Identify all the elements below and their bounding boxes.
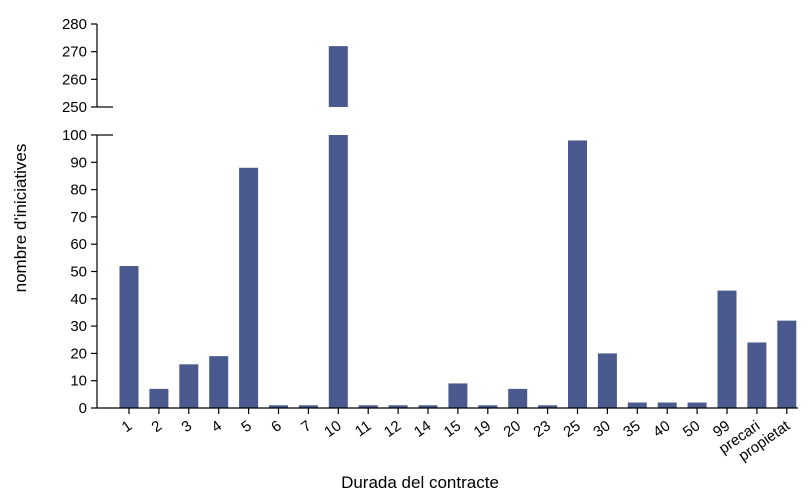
y-tick-labels: 0 10 20 30 40 50 60 70 80 90 100 250 260 270 280 xyxy=(62,16,87,417)
bar-10-upper xyxy=(328,46,348,107)
x-tick-label: 12 xyxy=(381,417,404,440)
x-tick-label: 2 xyxy=(149,417,166,436)
y-tick-label: 100 xyxy=(62,127,87,144)
bar-14 xyxy=(418,405,438,408)
x-tick-labels: 1 2 3 4 5 6 7 10 11 12 14 15 19 20 23 25 30 35 40 50 99preca… xyxy=(119,417,794,465)
x-tick-label: 20 xyxy=(501,417,524,440)
y-tick-label: 270 xyxy=(62,44,87,61)
bar-30 xyxy=(597,353,617,408)
y-tick-label: 40 xyxy=(70,291,87,308)
x-tick-label: 11 xyxy=(352,417,375,440)
y-tick-label: 30 xyxy=(70,318,87,335)
x-tick-label: 15 xyxy=(441,417,464,440)
bar-propietat xyxy=(777,320,797,408)
bar-15 xyxy=(448,383,468,408)
bar-50 xyxy=(687,402,707,408)
x-tick-label: 99 xyxy=(710,417,733,440)
x-tick-label: 6 xyxy=(268,417,285,436)
bar-3 xyxy=(179,364,199,408)
y-tick-label: 0 xyxy=(79,400,87,417)
x-tick-label: 5 xyxy=(238,417,255,436)
y-tick-label: 250 xyxy=(62,99,87,116)
y-tick-label: 280 xyxy=(62,16,87,33)
y-tick-label: 70 xyxy=(70,209,87,226)
y-tick-label: 90 xyxy=(70,154,87,171)
x-tick-label: 4 xyxy=(208,417,225,436)
bar-5 xyxy=(239,167,259,408)
x-tick-label: 3 xyxy=(179,417,196,436)
x-axis-title: Durada del contracte xyxy=(341,473,499,492)
y-tick-label: 260 xyxy=(62,71,87,88)
bar-25 xyxy=(568,140,587,408)
bar-20 xyxy=(508,388,528,408)
bar-19 xyxy=(478,405,498,408)
x-tick-label: 7 xyxy=(298,417,315,436)
bar-40 xyxy=(657,402,677,408)
x-tick-label: 50 xyxy=(680,417,703,440)
x-tick-label: 19 xyxy=(471,417,494,440)
y-tick-label: 20 xyxy=(70,345,87,362)
bar-99 xyxy=(717,290,737,408)
bars-group xyxy=(119,46,797,408)
bar-2 xyxy=(149,388,169,408)
bar-7 xyxy=(298,405,318,408)
bar-1 xyxy=(119,266,139,408)
bar-4 xyxy=(209,356,229,408)
y-tick-label: 60 xyxy=(70,236,87,253)
bar-precari xyxy=(747,342,767,408)
y-tick-label: 50 xyxy=(70,264,87,281)
y-tick-label: 80 xyxy=(70,182,87,199)
x-tick-label: 40 xyxy=(650,417,673,440)
x-tick-label: 35 xyxy=(620,417,643,440)
x-tick-label: 23 xyxy=(530,417,553,440)
bar-35 xyxy=(627,402,647,408)
bar-11 xyxy=(358,405,378,408)
y-tick-label: 10 xyxy=(70,373,87,390)
bar-23 xyxy=(538,405,558,408)
bar-12 xyxy=(388,405,408,408)
x-tick-label: 14 xyxy=(411,417,434,440)
x-tick-label: 10 xyxy=(321,417,344,440)
x-tick-label: 25 xyxy=(560,417,583,440)
bar-6 xyxy=(269,405,288,408)
x-tick-label: 30 xyxy=(590,417,613,440)
x-tick-label: 1 xyxy=(119,417,136,436)
bar-10 xyxy=(328,135,348,408)
y-axis-title: nombre d'iniciatives xyxy=(11,144,30,293)
axes-group xyxy=(91,23,798,414)
